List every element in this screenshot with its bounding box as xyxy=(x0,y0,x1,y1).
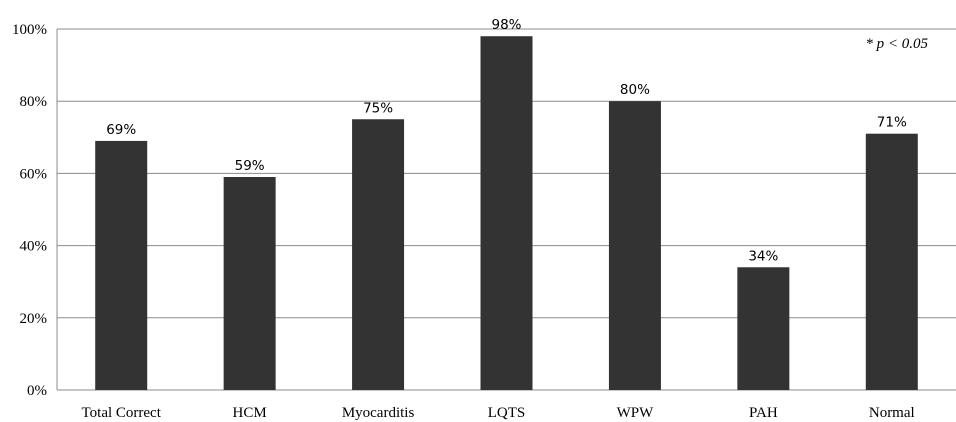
bar xyxy=(95,140,148,390)
data-label: 80% xyxy=(620,82,650,98)
x-tick-label: HCM xyxy=(233,405,267,421)
data-labels: 69% 59% 75% 98% 80% 34% 71% xyxy=(106,17,907,264)
y-tick-label: 40% xyxy=(20,239,48,255)
bar xyxy=(608,101,661,390)
x-tick-label: Normal xyxy=(869,405,915,421)
bar xyxy=(223,177,276,390)
significance-note: * p < 0.05 xyxy=(865,36,928,52)
y-tick-label: 20% xyxy=(20,311,48,327)
data-label: 71% xyxy=(877,115,907,131)
bars xyxy=(95,36,918,390)
x-tick-label: WPW xyxy=(617,405,655,421)
data-label: 34% xyxy=(748,248,778,264)
x-tick-label: PAH xyxy=(749,405,778,421)
y-tick-labels: 0% 20% 40% 60% 80% 100% xyxy=(12,22,47,399)
bar xyxy=(480,36,533,390)
bar xyxy=(865,133,918,390)
x-tick-label: LQTS xyxy=(488,405,526,421)
y-tick-label: 60% xyxy=(20,166,48,182)
data-label: 69% xyxy=(106,122,136,138)
y-tick-label: 0% xyxy=(27,383,47,399)
y-tick-label: 100% xyxy=(12,22,47,38)
data-label: 59% xyxy=(235,158,265,174)
x-tick-label: Myocarditis xyxy=(342,405,415,421)
data-label: 75% xyxy=(363,100,393,116)
bar xyxy=(737,267,790,390)
bar xyxy=(352,119,405,390)
x-tick-label: Total Correct xyxy=(82,405,162,421)
x-tick-labels: Total Correct HCM Myocarditis LQTS WPW PAH Nor… xyxy=(82,405,915,421)
data-label: 98% xyxy=(491,17,521,33)
y-tick-label: 80% xyxy=(20,94,48,110)
